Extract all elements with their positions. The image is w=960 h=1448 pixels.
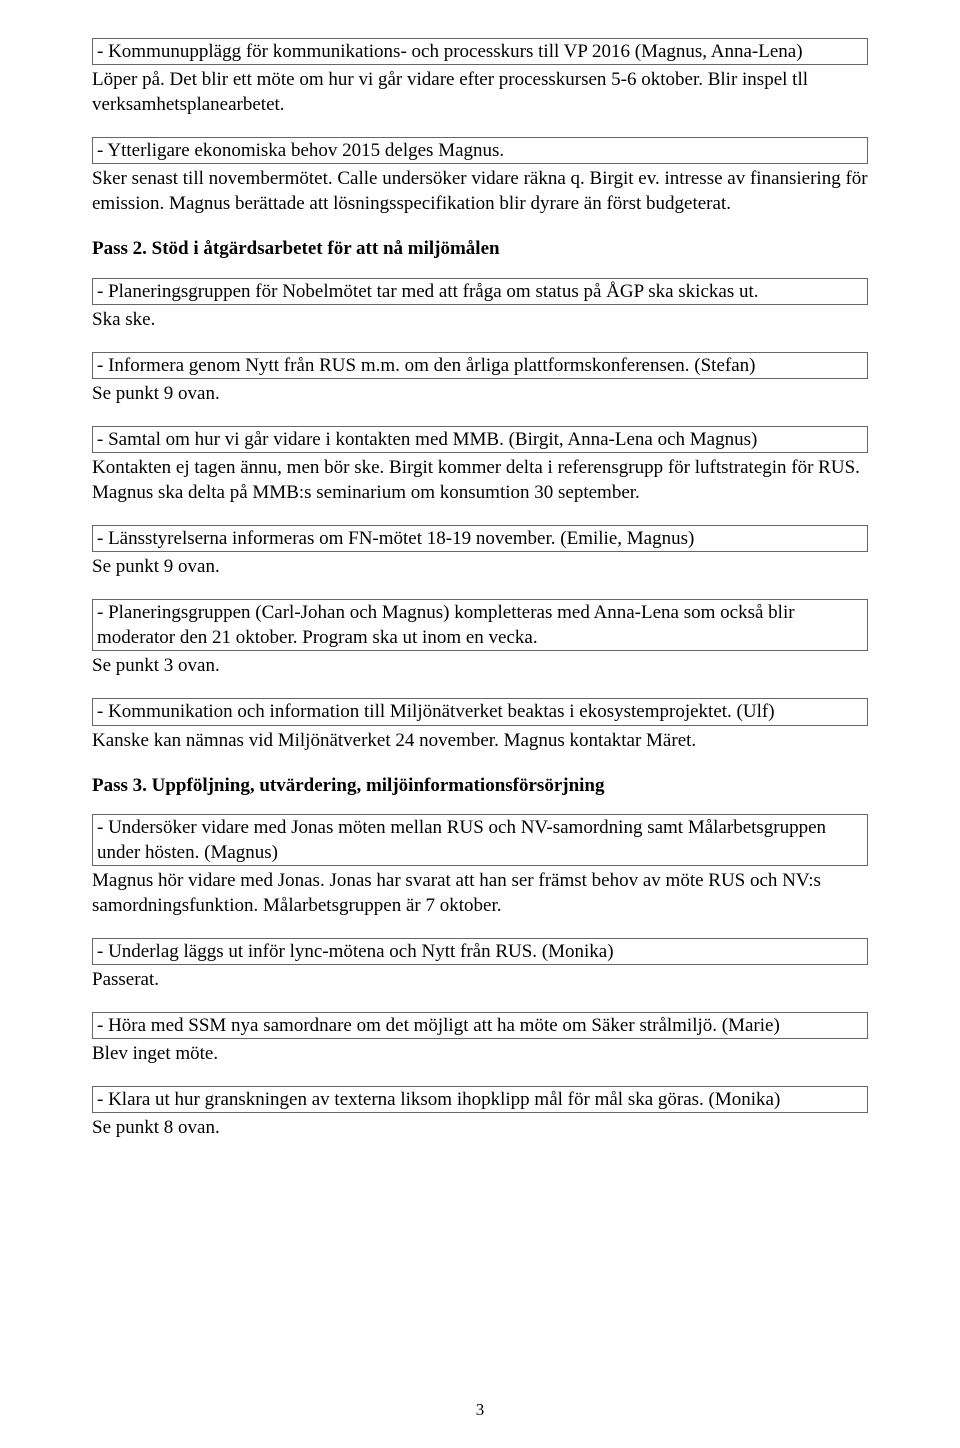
item-block: - Samtal om hur vi går vidare i kontakte… (92, 426, 868, 505)
action-box: - Informera genom Nytt från RUS m.m. om … (92, 352, 868, 379)
followup-text: Se punkt 9 ovan. (92, 554, 868, 579)
item-block: - Höra med SSM nya samordnare om det möj… (92, 1012, 868, 1066)
followup-text: Se punkt 3 ovan. (92, 653, 868, 678)
section-heading-pass3: Pass 3. Uppföljning, utvärdering, miljöi… (92, 773, 868, 798)
item-block: - Kommunikation och information till Mil… (92, 698, 868, 752)
action-box: - Undersöker vidare med Jonas möten mell… (92, 814, 868, 866)
item-block: - Ytterligare ekonomiska behov 2015 delg… (92, 137, 868, 216)
action-box: - Ytterligare ekonomiska behov 2015 delg… (92, 137, 868, 164)
item-block: - Klara ut hur granskningen av texterna … (92, 1086, 868, 1140)
item-block: - Planeringsgruppen (Carl-Johan och Magn… (92, 599, 868, 678)
followup-text: Sker senast till novembermötet. Calle un… (92, 166, 868, 216)
page-number: 3 (0, 1400, 960, 1420)
section-heading-pass2: Pass 2. Stöd i åtgärdsarbetet för att nå… (92, 236, 868, 261)
item-block: - Underlag läggs ut inför lync-mötena oc… (92, 938, 868, 992)
action-box: - Klara ut hur granskningen av texterna … (92, 1086, 868, 1113)
followup-text: Kanske kan nämnas vid Miljönätverket 24 … (92, 728, 868, 753)
followup-text: Se punkt 9 ovan. (92, 381, 868, 406)
action-box: - Kommunikation och information till Mil… (92, 698, 868, 725)
followup-text: Magnus hör vidare med Jonas. Jonas har s… (92, 868, 868, 918)
item-block: - Länsstyrelserna informeras om FN-mötet… (92, 525, 868, 579)
followup-text: Kontakten ej tagen ännu, men bör ske. Bi… (92, 455, 868, 505)
action-box: - Kommunupplägg för kommunikations- och … (92, 38, 868, 65)
item-block: - Kommunupplägg för kommunikations- och … (92, 38, 868, 117)
item-block: - Informera genom Nytt från RUS m.m. om … (92, 352, 868, 406)
action-box: - Planeringsgruppen (Carl-Johan och Magn… (92, 599, 868, 651)
action-box: - Länsstyrelserna informeras om FN-mötet… (92, 525, 868, 552)
item-block: - Undersöker vidare med Jonas möten mell… (92, 814, 868, 918)
item-block: - Planeringsgruppen för Nobelmötet tar m… (92, 278, 868, 332)
action-box: - Höra med SSM nya samordnare om det möj… (92, 1012, 868, 1039)
followup-text: Passerat. (92, 967, 868, 992)
action-box: - Underlag läggs ut inför lync-mötena oc… (92, 938, 868, 965)
action-box: - Samtal om hur vi går vidare i kontakte… (92, 426, 868, 453)
followup-text: Blev inget möte. (92, 1041, 868, 1066)
followup-text: Se punkt 8 ovan. (92, 1115, 868, 1140)
followup-text: Löper på. Det blir ett möte om hur vi gå… (92, 67, 868, 117)
document-page: - Kommunupplägg för kommunikations- och … (0, 0, 960, 1448)
action-box: - Planeringsgruppen för Nobelmötet tar m… (92, 278, 868, 305)
followup-text: Ska ske. (92, 307, 868, 332)
